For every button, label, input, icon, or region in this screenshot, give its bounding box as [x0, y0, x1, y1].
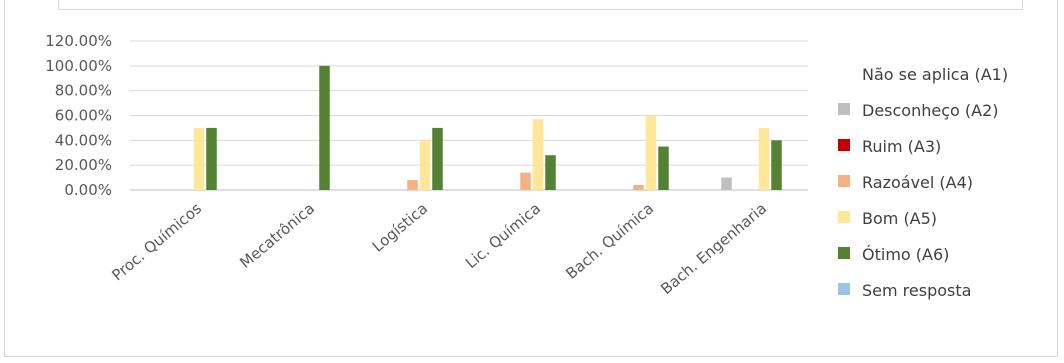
category-label: Mecatrônica [236, 199, 318, 272]
legend-label: Razoável (A4) [862, 173, 973, 192]
legend-label: Ruim (A3) [862, 137, 941, 156]
y-tick-label: 40.00% [55, 131, 112, 149]
y-tick-label: 60.00% [55, 107, 112, 125]
y-tick-label: 100.00% [45, 57, 112, 75]
gridlines [130, 40, 808, 191]
chart-frame [4, 0, 1058, 357]
bar [758, 127, 770, 190]
y-tick-label: 20.00% [55, 156, 112, 174]
bar [206, 127, 217, 190]
legend-swatch [838, 103, 850, 115]
legend-label: Ótimo (A6) [862, 245, 949, 264]
legend-label: Não se aplica (A1) [862, 65, 1008, 84]
bar [193, 127, 205, 190]
legend-label: Sem resposta [862, 281, 971, 300]
bar [419, 140, 431, 190]
legend-swatch [838, 283, 850, 295]
legend-label: Desconheço (A2) [862, 101, 999, 120]
bars [193, 65, 782, 190]
bar [721, 177, 732, 190]
legend-swatch [838, 139, 850, 151]
legend: Não se aplica (A1) Desconheço (A2) Ruim (A… [838, 65, 1008, 300]
legend-swatch [838, 175, 850, 187]
y-tick-label: 120.00% [45, 32, 112, 50]
bar [645, 115, 657, 190]
bar [432, 127, 443, 190]
legend-swatch [838, 247, 850, 259]
category-label: Bach. Química [562, 199, 657, 283]
category-label: Bach. Engenharia [657, 199, 770, 298]
chart-top-panel [58, 0, 1023, 10]
category-label: Lic. Química [462, 199, 544, 272]
bar [633, 185, 644, 190]
legend-label: Bom (A5) [862, 209, 937, 228]
y-axis-ticks: 0.00% 20.00% 40.00% 60.00% 80.00% 100.00% 120.… [45, 32, 112, 199]
bar [407, 180, 418, 190]
category-labels: Proc. Químicos Mecatrônica Logística Lic. Q… [108, 199, 770, 298]
y-tick-label: 0.00% [64, 181, 112, 199]
bar [532, 119, 544, 190]
bar [771, 140, 782, 190]
legend-swatch [838, 211, 850, 223]
bar [520, 172, 531, 190]
category-label: Proc. Químicos [108, 199, 205, 284]
bar [545, 155, 556, 190]
bar [658, 146, 669, 190]
category-label: Logística [369, 199, 431, 255]
bar [319, 65, 330, 190]
y-tick-label: 80.00% [55, 82, 112, 100]
